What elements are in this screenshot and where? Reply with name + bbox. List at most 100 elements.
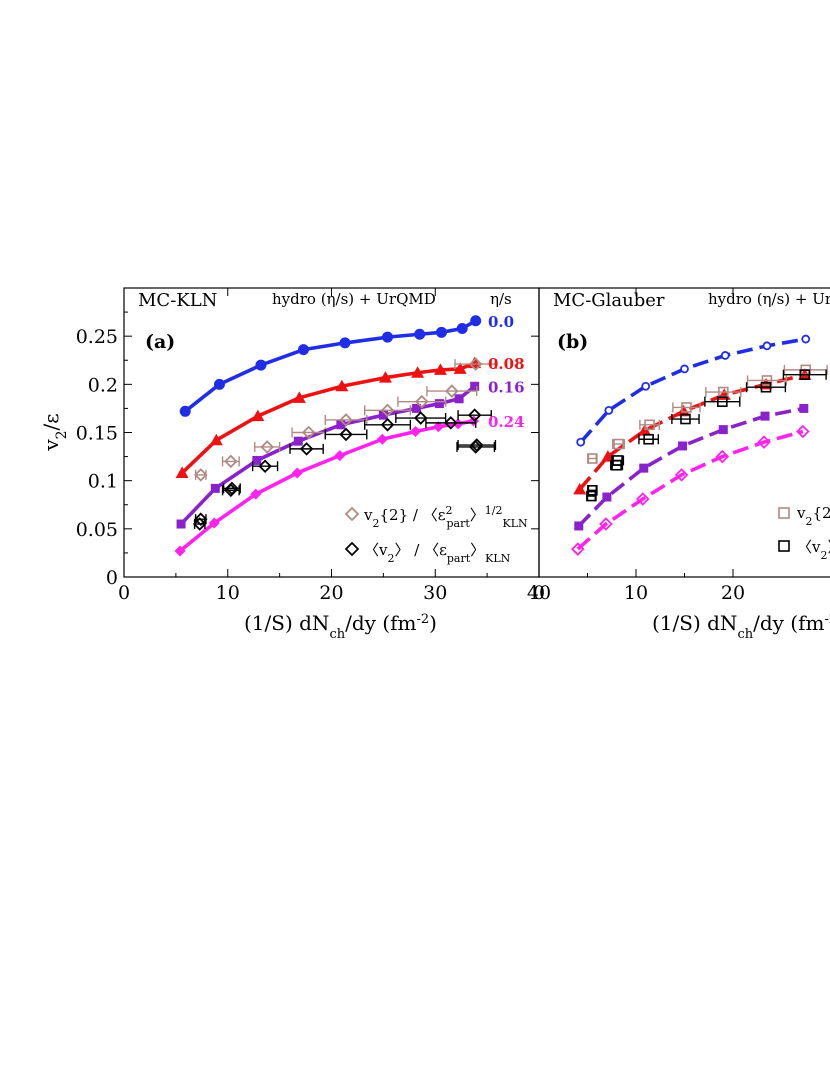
panel-a-series-4-point-2 (260, 440, 274, 454)
panel-b-frame (538, 287, 830, 578)
panel-a-series-2-line (179, 384, 476, 526)
panel-a-series-1-line (180, 361, 476, 475)
panel-b-series-0-line (579, 337, 807, 444)
panel-a-series-1-point-4 (335, 379, 349, 392)
panel-b-series-3-line (576, 429, 804, 551)
panel-a-ytick-label-0: 0 (106, 567, 118, 589)
panel-b-series-2-point-6 (799, 403, 809, 413)
panel-b-series-3-point-0 (571, 542, 585, 556)
panel-a-series-0 (179, 315, 482, 417)
panel-b-series-1-point-3 (677, 404, 691, 417)
panel-a-ytick-label-5: 0.25 (76, 326, 118, 348)
panel-a-ytick-label-2: 0.1 (88, 471, 118, 493)
panel-a-series-1-point-1 (209, 433, 223, 446)
panel-a-eta-label-2: 0.16 (488, 378, 525, 396)
panel-b-legend: v2{2 〈v2〉 (778, 504, 830, 562)
panel-a-series-0-point-2 (255, 359, 267, 371)
panel-a-series-4-point-4 (339, 413, 353, 427)
panel-a-series-5-point-7 (380, 418, 395, 432)
panel-a-eta-label-1: 0.08 (488, 355, 525, 373)
panel-b-series-5-point-0 (586, 490, 597, 502)
panel-a-xtick-label-4: 40 (527, 582, 551, 604)
panel-a-series-1-point-5 (378, 371, 392, 383)
panel-a-xtick-label-0: 0 (118, 582, 130, 604)
panel-b-series-3 (571, 424, 810, 556)
panel-a-series-4-point-6 (414, 394, 429, 409)
panel-a-series-2-point-2 (252, 455, 262, 465)
panel-b-series-4-point-5 (761, 375, 773, 386)
panel-a-series-4-point-5 (380, 403, 395, 418)
panel-a-label: (a) (145, 331, 175, 353)
panel-a-series-3-point-0 (174, 545, 186, 557)
panel-a-series-4-point-0 (194, 468, 208, 482)
panel-b-series-4-point-2 (644, 419, 655, 431)
legend-black-diamond-marker (344, 541, 360, 557)
panel-a-series-4-point-3 (301, 425, 316, 440)
legend-b-v2-2-label: v2{2 (796, 504, 830, 528)
panel-b-series-0 (576, 334, 811, 447)
panel-a-eta-label-0: 0.0 (488, 313, 514, 331)
panel-a-series-5-point-6 (339, 427, 353, 442)
panel-b-series-0-point-6 (801, 334, 811, 344)
panel-a-eta-header: η/s (490, 290, 512, 308)
panel-a-legend: v2{2} / 〈ε2 part〉1/2KLN 〈v2〉 / 〈εpart〉KLN (344, 504, 528, 565)
panel-a-series-0-point-9 (470, 315, 482, 327)
panel-b-series-5-point-5 (680, 413, 691, 425)
panel-a-series-3-point-7 (432, 421, 444, 433)
panel-b-xtick-label-1: 10 (624, 582, 648, 604)
panel-a-ytick-label-3: 0.15 (76, 423, 118, 445)
panel-b-series-0-point-3 (680, 364, 689, 374)
panel-b-series-0-point-0 (576, 437, 586, 447)
panel-a-series-2-point-3 (293, 436, 303, 446)
panel-a: MC-KLN hydro (η/s) + UrQMD η/s (a) (1/S)… (39, 287, 551, 642)
legend-b-mean-v2-label: 〈v2〉 (797, 538, 830, 562)
panel-b-series-3-point-5 (757, 435, 771, 449)
panel-a-series-5 (192, 408, 497, 531)
panel-a-series-1-point-0 (175, 466, 189, 478)
panel-a-series-1-point-6 (411, 366, 425, 378)
panel-b-series-0-point-4 (720, 351, 730, 360)
legend-tan-diamond-marker (344, 506, 360, 522)
panel-a-series-5-point-9 (444, 416, 458, 430)
panel-b-series-0-point-5 (762, 341, 772, 351)
panel-a-series-4-point-1 (224, 454, 238, 469)
panel-b-series-3-point-1 (599, 517, 613, 531)
panel-a-title: MC-KLN (138, 290, 217, 311)
panel-b-series-2-point-5 (760, 411, 770, 421)
panel-a-series-0-point-5 (382, 331, 394, 343)
panel-a-series-3-point-2 (250, 488, 262, 500)
panel-a-series-2-point-8 (454, 394, 464, 404)
panel-a-series-0-point-6 (414, 328, 426, 340)
panel-a-series-2-point-4 (336, 420, 346, 430)
panel-a-series-2-point-9 (470, 381, 480, 391)
panel-a-series-5-point-5 (299, 442, 314, 456)
legend-b-black-square-marker (778, 540, 790, 552)
panel-b-series-2-point-4 (718, 425, 728, 435)
panel-a-series-0-point-3 (297, 344, 309, 356)
panel-a-series-0-point-7 (435, 326, 447, 338)
panel-b-series-2-point-2 (639, 463, 649, 473)
panel-a-series-5-point-4 (258, 459, 272, 473)
panel-a-xtick-label-3: 30 (423, 582, 447, 604)
panel-b-series-4-point-1 (613, 438, 624, 450)
panel-b: MC-Glauber hydro (η/s) + UrQMD (b) (1/S)… (533, 287, 830, 642)
panel-b-series-5-point-6 (717, 396, 728, 407)
panel-b-series-1-point-0 (573, 482, 587, 495)
panel-a-xtick-label-2: 20 (319, 582, 343, 604)
panel-a-ylabel: v2/ε (39, 413, 70, 451)
panel-a-ytick-label-1: 0.05 (76, 519, 118, 541)
panel-a-series-2-point-6 (412, 403, 422, 413)
panel-a-series-5-point-12 (469, 438, 484, 452)
panel-b-series-0-point-1 (604, 405, 614, 415)
panel-b-series-5 (586, 369, 827, 502)
panel-b-series-5-point-1 (587, 484, 598, 496)
panel-b-title: MC-Glauber (553, 290, 665, 311)
panel-a-ytick-label-4: 0.2 (88, 374, 118, 396)
panel-a-xtick-label-1: 10 (216, 582, 240, 604)
panel-a-frame (123, 287, 540, 578)
panel-a-series-2-point-0 (176, 519, 186, 529)
panel-a-series-2-point-1 (210, 483, 220, 493)
panel-a-xlabel: (1/S) dNch/dy (fm-2) (244, 611, 437, 642)
panel-a-series-3-point-3 (291, 467, 303, 479)
